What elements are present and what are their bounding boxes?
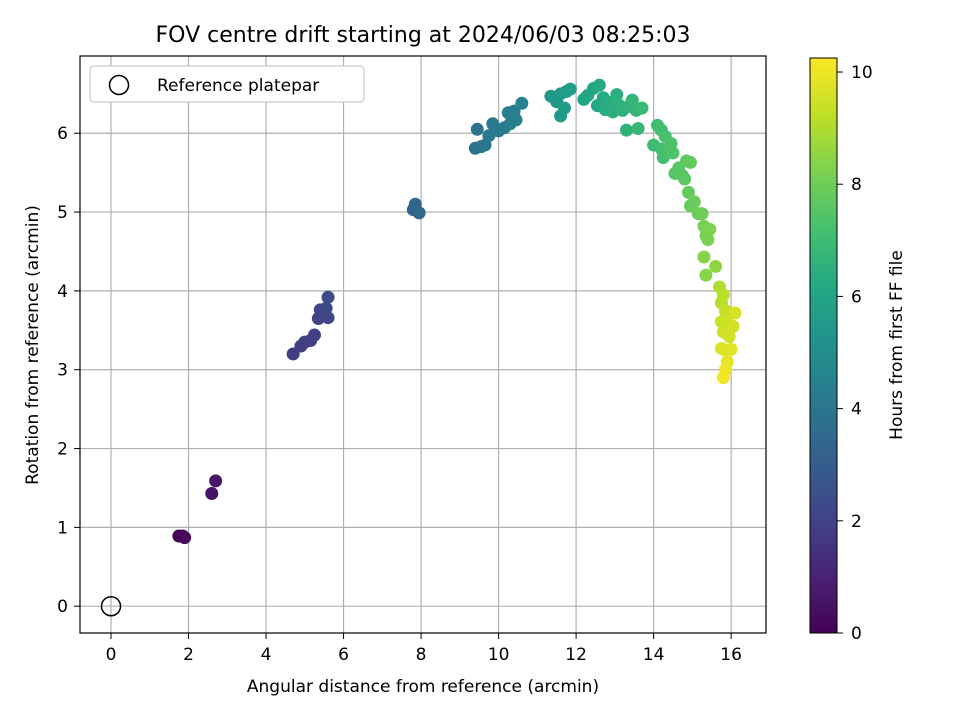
legend-open-circle-icon (108, 74, 130, 96)
data-point (695, 207, 709, 221)
y-tick-label: 3 (57, 361, 68, 381)
data-point (716, 371, 730, 385)
colorbar-gradient (809, 57, 838, 634)
data-point (610, 88, 624, 102)
x-tick-label: 10 (488, 645, 510, 665)
chart-title: FOV centre drift starting at 2024/06/03 … (156, 23, 691, 48)
x-tick-label: 12 (565, 645, 587, 665)
data-points (100, 78, 742, 617)
data-point (321, 311, 335, 325)
colorbar-tick-label: 0 (851, 624, 862, 644)
grid-lines (80, 56, 766, 633)
colorbar-label: Hours from first FF file (887, 250, 907, 440)
y-tick-label: 0 (57, 597, 68, 617)
data-point (321, 290, 335, 304)
data-point (666, 146, 680, 160)
data-point (509, 113, 523, 127)
data-point (412, 206, 426, 220)
data-point (709, 259, 723, 273)
data-point (209, 474, 223, 488)
x-tick-label: 16 (720, 645, 742, 665)
data-point (726, 319, 740, 333)
legend: Reference platepar (89, 65, 365, 103)
y-axis-label: Rotation from reference (arcmin) (23, 205, 43, 485)
data-point (631, 122, 645, 136)
data-point (703, 222, 717, 236)
colorbar-tick-label: 8 (851, 175, 862, 195)
colorbar-tick-label: 6 (851, 287, 862, 307)
data-point (722, 330, 736, 344)
data-point (724, 342, 738, 356)
plot-frame (79, 55, 767, 634)
data-point (470, 122, 484, 136)
data-point (699, 268, 713, 282)
data-point (557, 101, 571, 115)
y-tick-label: 5 (57, 203, 68, 223)
data-point (701, 233, 715, 247)
y-tick-label: 1 (57, 518, 68, 538)
colorbar-tick-label: 2 (851, 512, 862, 532)
data-point (716, 288, 730, 302)
data-point (728, 306, 742, 320)
data-point (697, 250, 711, 264)
data-point (678, 172, 692, 186)
legend-frame (89, 65, 365, 103)
data-point (205, 486, 219, 500)
x-tick-label: 2 (183, 645, 194, 665)
data-point (683, 155, 697, 169)
x-axis-label: Angular distance from reference (arcmin) (247, 677, 599, 697)
data-point (178, 531, 192, 545)
data-point (635, 101, 649, 115)
x-tick-label: 0 (106, 645, 117, 665)
x-tick-label: 8 (416, 645, 427, 665)
y-tick-label: 4 (57, 282, 68, 302)
colorbar-ticks: 0 2 4 6 8 10 (837, 63, 873, 644)
x-tick-label: 4 (261, 645, 272, 665)
colorbar-tick-label: 4 (851, 400, 862, 420)
y-tick-label: 6 (57, 124, 68, 144)
data-point (563, 82, 577, 96)
x-tick-label: 14 (643, 645, 665, 665)
data-point (307, 328, 321, 342)
colorbar-tick-label: 10 (851, 63, 873, 83)
x-tick-label: 6 (338, 645, 349, 665)
data-point (482, 129, 496, 143)
data-point (625, 93, 639, 107)
data-point (681, 185, 695, 199)
data-point (592, 78, 606, 92)
y-tick-label: 2 (57, 440, 68, 460)
colorbar: 0 2 4 6 8 10 Hours from first FF file (809, 57, 907, 644)
data-point (687, 195, 701, 209)
data-point (619, 123, 633, 137)
reference-point (100, 595, 122, 617)
data-point (515, 96, 529, 110)
legend-label: Reference platepar (157, 76, 319, 96)
